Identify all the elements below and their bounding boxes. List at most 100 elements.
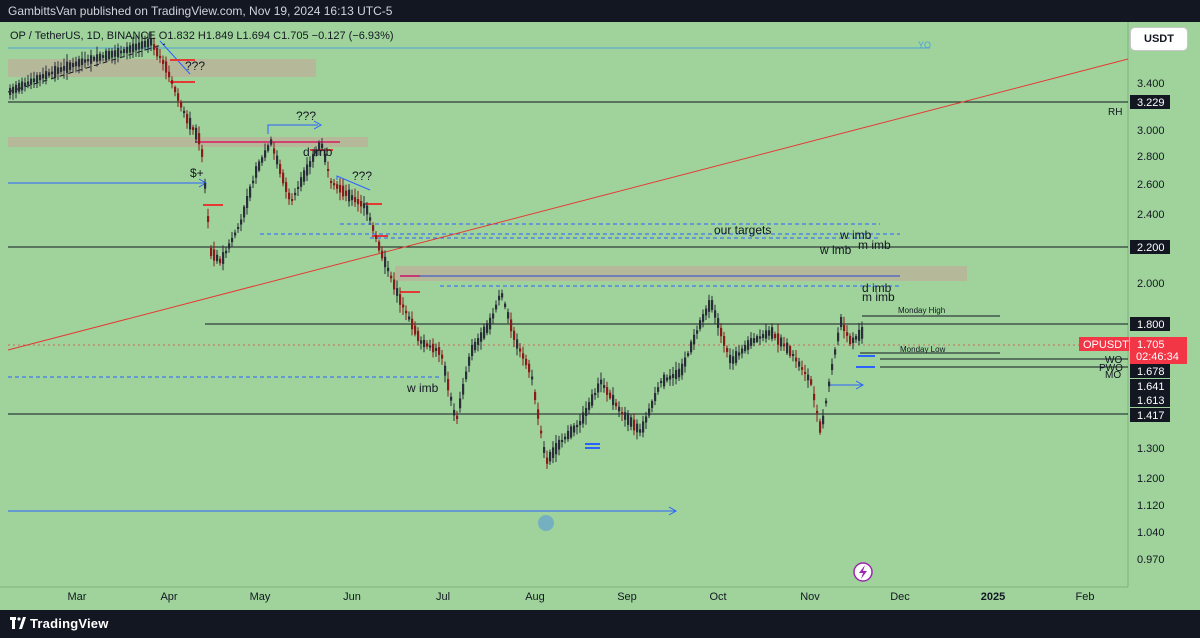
candle-body bbox=[393, 279, 396, 290]
y-tick-3000: 3.000 bbox=[1137, 125, 1165, 137]
candle-body bbox=[834, 349, 837, 355]
x-tick-mar: Mar bbox=[68, 591, 87, 603]
candle-body bbox=[216, 254, 219, 262]
candle-body bbox=[810, 379, 813, 385]
candle-body bbox=[180, 101, 183, 108]
candle-body bbox=[852, 337, 855, 344]
price-box-1613-text: 1.613 bbox=[1137, 395, 1165, 407]
candle-body bbox=[555, 442, 558, 455]
candle-body bbox=[60, 67, 63, 72]
candle-body bbox=[330, 180, 333, 184]
candle-body bbox=[297, 186, 300, 190]
candle-body bbox=[774, 333, 777, 339]
candle-body bbox=[741, 348, 744, 354]
candle-body bbox=[99, 53, 102, 61]
candle-body bbox=[57, 67, 60, 74]
price-box-1800-text: 1.800 bbox=[1137, 319, 1165, 331]
candle-body bbox=[177, 93, 180, 101]
candle-body bbox=[36, 75, 39, 83]
annotation-d-imb-1: d imb bbox=[303, 145, 333, 159]
candle-body bbox=[504, 303, 507, 308]
candle-body bbox=[747, 340, 750, 350]
candle-body bbox=[225, 250, 228, 254]
candle-body bbox=[261, 157, 264, 163]
candle-body bbox=[702, 314, 705, 322]
blue-measure-3 bbox=[159, 40, 191, 75]
tradingview-logo-icon bbox=[10, 617, 26, 629]
candle-body bbox=[270, 139, 273, 145]
candle-body bbox=[312, 154, 315, 162]
candle-body bbox=[861, 326, 864, 339]
x-tick-oct: Oct bbox=[709, 591, 726, 603]
price-box-symbol-text: OPUSDT bbox=[1083, 339, 1129, 351]
annotation-dollar: $+ bbox=[190, 166, 204, 180]
candle-body bbox=[750, 338, 753, 346]
candle-body bbox=[111, 50, 114, 58]
candle-body bbox=[255, 166, 258, 178]
label-rh: RH bbox=[1108, 107, 1122, 118]
candle-body bbox=[291, 198, 294, 202]
candle-body bbox=[408, 316, 411, 320]
y-tick-2000: 2.000 bbox=[1137, 278, 1165, 290]
candle-body bbox=[576, 424, 579, 428]
candle-body bbox=[54, 65, 57, 78]
candle-body bbox=[168, 71, 171, 78]
price-box-1641-text: 1.641 bbox=[1137, 381, 1165, 393]
candle-body bbox=[489, 317, 492, 330]
candle-body bbox=[681, 363, 684, 376]
candle-body bbox=[714, 310, 717, 318]
candle-body bbox=[165, 61, 168, 73]
candle-body bbox=[804, 371, 807, 375]
y-tick-1300: 1.300 bbox=[1137, 443, 1165, 455]
candle-body bbox=[735, 351, 738, 363]
candle-body bbox=[288, 192, 291, 200]
price-box-2200 bbox=[1130, 240, 1170, 254]
candle-body bbox=[240, 219, 243, 225]
candle-body bbox=[780, 337, 783, 347]
candle-body bbox=[72, 62, 75, 68]
candle-body bbox=[150, 38, 153, 46]
annotation-w-imb-1: w imb bbox=[839, 228, 872, 242]
candle-body bbox=[435, 348, 438, 351]
candle-body bbox=[471, 344, 474, 357]
price-chart[interactable]: YO ??? ??? d imb ??? $+ our targets w im… bbox=[0, 22, 1200, 610]
candle-body bbox=[147, 38, 150, 48]
candle-body bbox=[432, 343, 435, 353]
blue-arrow-1 bbox=[198, 178, 208, 188]
price-box-1613 bbox=[1130, 393, 1170, 407]
candle-body bbox=[294, 192, 297, 196]
candle-body bbox=[453, 409, 456, 416]
candle-body bbox=[585, 408, 588, 416]
price-box-1800 bbox=[1130, 317, 1170, 331]
footer: TradingView bbox=[0, 610, 1200, 638]
candle-body bbox=[858, 329, 861, 341]
candle-body bbox=[546, 457, 549, 464]
candle-body bbox=[243, 206, 246, 218]
candle-body bbox=[33, 78, 36, 83]
price-box-3229 bbox=[1130, 95, 1170, 109]
candle-body bbox=[219, 258, 222, 264]
candle-body bbox=[609, 392, 612, 399]
candle-body bbox=[615, 402, 618, 407]
candle-body bbox=[129, 45, 132, 53]
candle-body bbox=[144, 40, 147, 48]
supply-zone-2 bbox=[8, 137, 368, 147]
candle-body bbox=[450, 396, 453, 401]
blue-arrow-4 bbox=[313, 120, 323, 130]
candle-body bbox=[372, 225, 375, 231]
candle-body bbox=[849, 335, 852, 345]
candle-body bbox=[318, 142, 321, 150]
candle-body bbox=[459, 398, 462, 409]
annotation-monday-high: Monday High bbox=[898, 306, 945, 315]
candle-body bbox=[354, 197, 357, 203]
candle-body bbox=[159, 55, 162, 59]
currency-button[interactable]: USDT bbox=[1131, 28, 1187, 50]
price-box-1678-text: 1.678 bbox=[1137, 366, 1165, 378]
candle-body bbox=[633, 419, 636, 431]
candle-body bbox=[357, 199, 360, 205]
candle-body bbox=[429, 345, 432, 348]
candle-body bbox=[444, 365, 447, 376]
candle-body bbox=[720, 327, 723, 337]
candle-body bbox=[756, 336, 759, 342]
candle-body bbox=[522, 353, 525, 359]
